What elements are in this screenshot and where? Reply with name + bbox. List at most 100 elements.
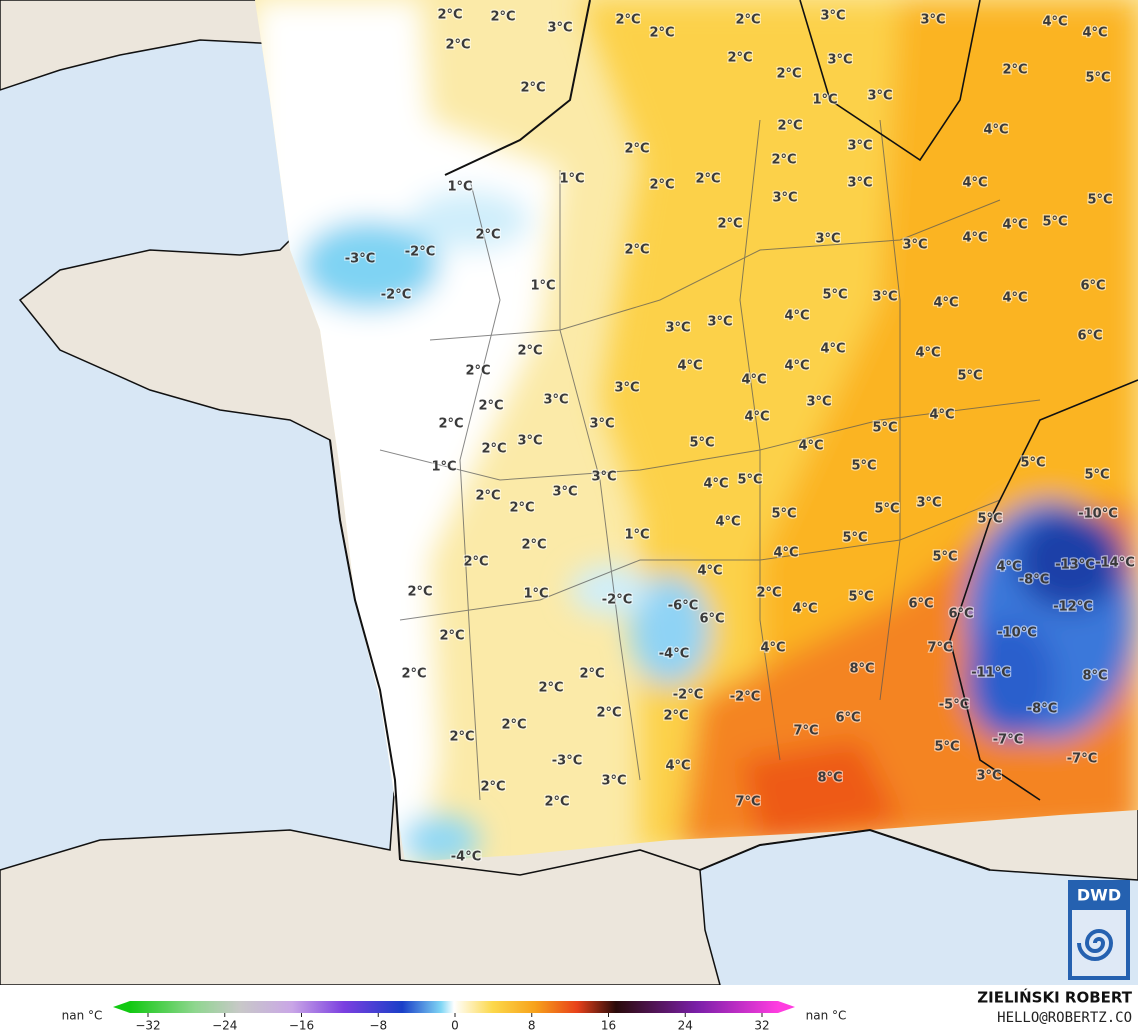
temperature-label: -10°C (1078, 507, 1118, 522)
temperature-label: 3°C (872, 290, 897, 305)
temperature-label: 2°C (509, 501, 534, 516)
colorbar-tick-label: 16 (601, 1019, 616, 1033)
temperature-label: 4°C (744, 410, 769, 425)
temperature-label: 2°C (407, 585, 432, 600)
temperature-label: 4°C (784, 309, 809, 324)
temperature-label: 2°C (727, 51, 752, 66)
temperature-label: 4°C (962, 176, 987, 191)
temperature-label: -8°C (1019, 573, 1049, 588)
temperature-label: 2°C (517, 344, 542, 359)
temperature-label: 3°C (707, 315, 732, 330)
temperature-label: -11°C (971, 666, 1011, 681)
temperature-label: 3°C (517, 434, 542, 449)
temperature-label: 2°C (501, 718, 526, 733)
temperature-label: 8°C (849, 662, 874, 677)
temperature-label: 5°C (689, 436, 714, 451)
temperature-label: 2°C (463, 555, 488, 570)
temperature-label: -7°C (993, 733, 1023, 748)
temperature-label: 6°C (1080, 279, 1105, 294)
temperature-label: 5°C (977, 512, 1002, 527)
colorbar-tick-label: 0 (451, 1019, 459, 1033)
temperature-label: 3°C (806, 395, 831, 410)
country-border (399, 0, 1138, 876)
temperature-label: 5°C (957, 369, 982, 384)
temperature-label: 5°C (1042, 215, 1067, 230)
temperature-label: 5°C (934, 740, 959, 755)
temperature-label: 3°C (547, 21, 572, 36)
temperature-label: -2°C (602, 593, 632, 608)
temperature-label: -10°C (997, 626, 1037, 641)
temperature-label: 5°C (822, 288, 847, 303)
temperature-label: 2°C (579, 667, 604, 682)
temperature-label: 5°C (872, 421, 897, 436)
temperature-label: 2°C (1002, 63, 1027, 78)
temperature-label: 1°C (530, 279, 555, 294)
temperature-label: 2°C (478, 399, 503, 414)
temperature-label: 3°C (772, 191, 797, 206)
temperature-label: 2°C (615, 13, 640, 28)
temperature-label: 1°C (812, 93, 837, 108)
colorbar-scale (130, 1001, 778, 1013)
temperature-label: 5°C (842, 531, 867, 546)
temperature-label: 6°C (699, 612, 724, 627)
temperature-label: 5°C (737, 473, 762, 488)
contact: HELLO@ROBERTZ.CO (997, 1010, 1132, 1026)
temperature-label: 3°C (847, 139, 872, 154)
temperature-label: 4°C (792, 602, 817, 617)
temperature-label: 2°C (624, 142, 649, 157)
temperature-label: 6°C (835, 711, 860, 726)
temperature-label: 7°C (793, 724, 818, 739)
temperature-label: 2°C (520, 81, 545, 96)
temperature-label: 4°C (798, 439, 823, 454)
temperature-label: -5°C (939, 698, 969, 713)
temperature-label: 7°C (735, 795, 760, 810)
temperature-label: 2°C (777, 119, 802, 134)
temperature-labels: 2°C 2°C 3°C 2°C 2°C 3°C 3°C 4°C 4°C 2°C 2°C 2°C 2°C 3… (344, 6, 1137, 866)
temperature-label: -14°C (1095, 556, 1135, 571)
temperature-label: 4°C (1082, 26, 1107, 41)
temperature-label: 3°C (589, 417, 614, 432)
temperature-label: 2°C (449, 730, 474, 745)
temperature-label: -4°C (451, 850, 481, 865)
colorbar: nan °C nan °C −32 −24 −16 −8 0 8 16 24 32 (62, 1001, 846, 1033)
temperature-label: 4°C (677, 359, 702, 374)
temperature-label: 2°C (475, 489, 500, 504)
temperature-label: -3°C (552, 754, 582, 769)
temperature-label: 2°C (480, 780, 505, 795)
temperature-label: 5°C (1085, 71, 1110, 86)
temperature-label: 4°C (784, 359, 809, 374)
temperature-label: 5°C (851, 459, 876, 474)
temperature-label: 4°C (697, 564, 722, 579)
dwd-logo: DWD (1068, 880, 1130, 980)
colorbar-arrow (778, 1001, 795, 1013)
temperature-label: 2°C (475, 228, 500, 243)
temperature-field (255, 0, 1138, 862)
temperature-label: 4°C (665, 759, 690, 774)
temperature-label: 2°C (490, 10, 515, 25)
temperature-label: -3°C (345, 252, 375, 267)
temperature-label: 4°C (962, 231, 987, 246)
temperature-label: 5°C (1087, 193, 1112, 208)
temperature-label: 2°C (465, 364, 490, 379)
temperature-label: -13°C (1055, 558, 1095, 573)
temperature-label: 4°C (915, 346, 940, 361)
temperature-label: 6°C (1077, 329, 1102, 344)
temperature-label: 3°C (543, 393, 568, 408)
temperature-label: 2°C (445, 38, 470, 53)
temperature-label: 5°C (848, 590, 873, 605)
logo-swirl (1077, 929, 1114, 961)
temperature-label: 5°C (1084, 468, 1109, 483)
temperature-label: 4°C (929, 408, 954, 423)
temperature-label: -2°C (730, 690, 760, 705)
temperature-label: 3°C (591, 470, 616, 485)
colorbar-tick-label: 32 (754, 1019, 769, 1033)
colorbar-left-label: nan °C (62, 1009, 103, 1023)
colorbar-tick-label: 8 (528, 1019, 536, 1033)
temperature-label: 2°C (538, 681, 563, 696)
temperature-label: 2°C (663, 709, 688, 724)
logo-text: DWD (1077, 886, 1121, 905)
temperature-label: 4°C (741, 373, 766, 388)
temperature-label: 3°C (920, 13, 945, 28)
